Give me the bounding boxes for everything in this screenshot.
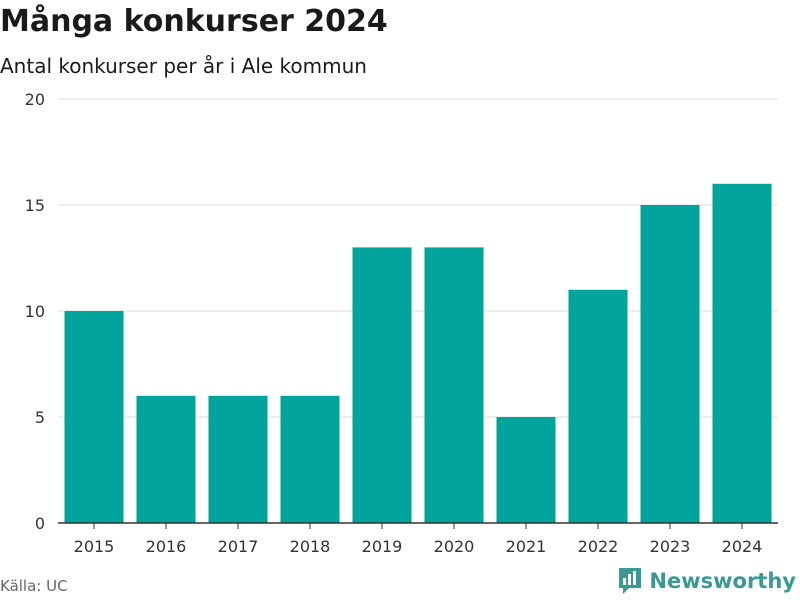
bar-2019 — [352, 247, 412, 523]
source-note: Källa: UC — [0, 577, 68, 595]
bars — [64, 183, 772, 524]
x-tick-label: 2023 — [650, 537, 691, 556]
page-title: Många konkurser 2024 — [0, 4, 388, 39]
y-tick-label: 0 — [35, 514, 45, 533]
x-tick-label: 2022 — [578, 537, 619, 556]
x-tick-label: 2024 — [722, 537, 763, 556]
x-tick-label: 2016 — [146, 537, 187, 556]
bar-2022 — [568, 289, 628, 523]
bar-2023 — [640, 205, 700, 523]
bar-2024 — [712, 183, 772, 524]
y-tick-label: 20 — [25, 90, 45, 109]
bar-2021 — [496, 417, 556, 523]
x-tick-label: 2020 — [434, 537, 475, 556]
x-tick-label: 2021 — [506, 537, 547, 556]
bar-2020 — [424, 247, 484, 523]
bar-2016 — [136, 395, 196, 523]
brand-name: Newsworthy — [649, 569, 796, 593]
bar-2017 — [208, 395, 268, 523]
x-tick-label: 2019 — [362, 537, 403, 556]
brand-logo: Newsworthy — [617, 566, 796, 596]
y-tick-label: 5 — [35, 408, 45, 427]
bar-2015 — [64, 311, 124, 523]
x-tick-label: 2017 — [218, 537, 259, 556]
bar-chart-bubble-icon — [619, 568, 642, 594]
x-tick-label: 2015 — [74, 537, 115, 556]
axes: 0 5 10 15 20 2015 2016 2017 2018 2019 2020 2021 2022… — [25, 90, 778, 556]
x-tick-label: 2018 — [290, 537, 331, 556]
y-tick-label: 15 — [25, 196, 45, 215]
bar-2018 — [280, 395, 340, 523]
page-subtitle: Antal konkurser per år i Ale kommun — [0, 54, 367, 78]
y-tick-label: 10 — [25, 302, 45, 321]
